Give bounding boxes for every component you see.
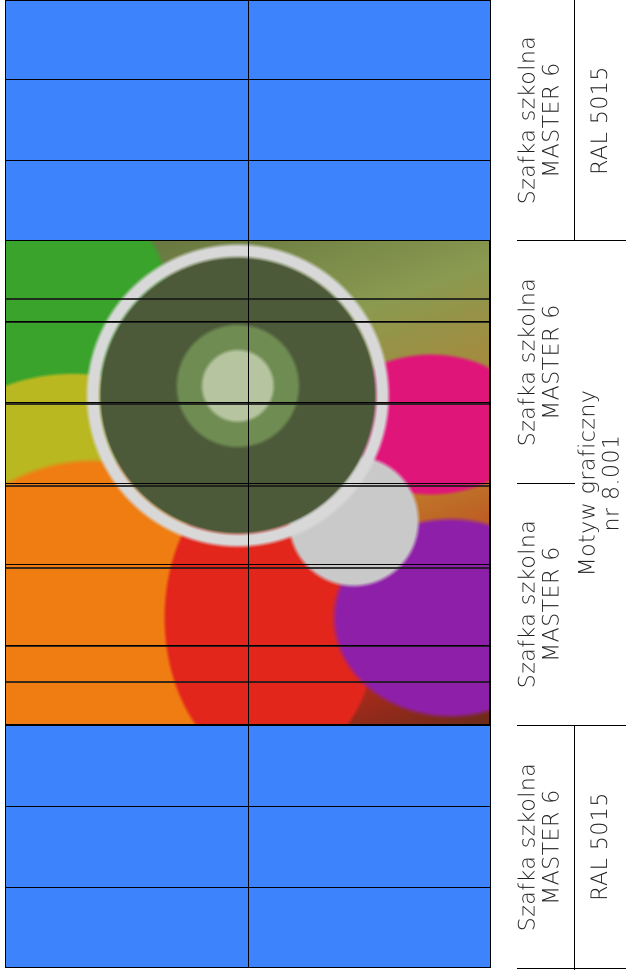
- motif-number: nr 8.001: [599, 434, 625, 531]
- door-line: [5, 645, 490, 646]
- door-line: [5, 967, 490, 968]
- motif-title: Motyw graficzny: [575, 389, 601, 576]
- door-line: [5, 402, 490, 403]
- graphic-stripe: [6, 485, 489, 487]
- cabinet-finish: RAL 5015: [587, 792, 613, 901]
- cabinet-label: Szafka szkolna MASTER 6: [505, 725, 575, 968]
- graphic-stripe: [6, 403, 489, 405]
- annotation-divider: [574, 725, 575, 970]
- door-line: [5, 160, 490, 161]
- annotation-separator: [517, 968, 626, 969]
- annotation-separator: [517, 240, 626, 241]
- cabinet-name: Szafka szkolna: [515, 35, 540, 205]
- cabinet-model: MASTER 6: [539, 546, 564, 662]
- cabinet-edge-left: [5, 0, 6, 968]
- cabinet-model: MASTER 6: [539, 303, 564, 420]
- finish-label: RAL 5015: [575, 0, 625, 240]
- blue-panel-top: [5, 0, 490, 240]
- cabinet-finish: RAL 5015: [587, 65, 613, 175]
- cabinet-model: MASTER 6: [539, 788, 564, 905]
- door-line: [5, 806, 490, 807]
- cabinet-edge-right: [490, 0, 491, 968]
- graphic-stripe: [6, 681, 489, 683]
- graphic-stripe: [6, 321, 489, 323]
- cabinet-name: Szafka szkolna: [515, 277, 540, 446]
- graphic-stripe: [6, 567, 489, 569]
- cabinet-name: Szafka szkolna: [515, 762, 540, 931]
- door-line: [5, 483, 490, 484]
- blue-panel-bottom: [5, 725, 490, 967]
- door-line: [5, 725, 490, 726]
- door-line: [5, 887, 490, 888]
- cabinet-name: Szafka szkolna: [515, 519, 540, 689]
- graphic-stripe: [6, 645, 489, 647]
- annotation-separator: [517, 483, 575, 484]
- annotation-divider: [574, 0, 575, 240]
- door-line: [5, 240, 490, 241]
- cabinet-model: MASTER 6: [539, 62, 564, 178]
- door-line: [5, 321, 490, 322]
- cabinet-label: Szafka szkolna MASTER 6: [505, 240, 575, 483]
- door-line: [5, 79, 490, 80]
- graphic-motif-label: Motyw graficzny nr 8.001: [575, 240, 625, 725]
- cabinet-label: Szafka szkolna MASTER 6: [505, 0, 575, 240]
- door-line: [5, 564, 490, 565]
- annotation-separator: [517, 725, 626, 726]
- cabinet-label: Szafka szkolna MASTER 6: [505, 483, 575, 725]
- finish-label: RAL 5015: [575, 725, 625, 968]
- graphic-stripe: [6, 298, 489, 300]
- cabinet-divider: [248, 0, 249, 968]
- door-line: [5, 0, 490, 1]
